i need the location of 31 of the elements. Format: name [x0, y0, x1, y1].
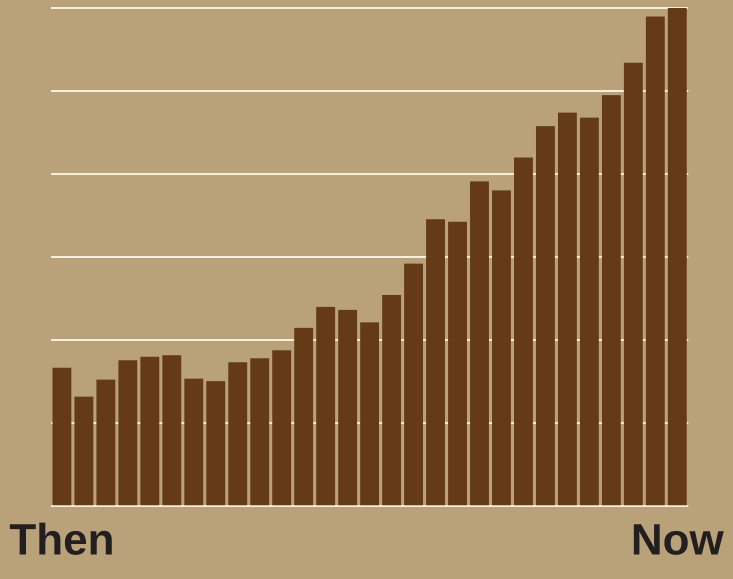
bar — [272, 350, 292, 506]
bar — [250, 358, 270, 506]
bar — [316, 306, 336, 506]
bar — [558, 112, 577, 506]
bar — [646, 16, 665, 506]
x-tick-label: Now — [630, 516, 725, 565]
bar — [580, 118, 599, 506]
x-tick-label: Then — [9, 516, 114, 565]
bar — [184, 378, 204, 506]
bar — [140, 356, 160, 506]
bar — [514, 157, 533, 506]
bar — [492, 190, 511, 506]
bar — [206, 381, 226, 506]
bar — [668, 8, 687, 506]
bar — [74, 396, 94, 506]
bar — [118, 360, 138, 506]
bar — [602, 95, 621, 506]
bar — [624, 62, 643, 506]
bar — [404, 264, 424, 506]
bar — [338, 310, 358, 506]
bar — [536, 126, 555, 506]
bar — [96, 380, 116, 506]
bar — [228, 362, 248, 506]
bar — [382, 294, 402, 506]
bar — [52, 368, 72, 506]
bar — [448, 222, 467, 506]
bar — [162, 355, 182, 506]
bar — [470, 181, 489, 506]
bar — [360, 322, 380, 506]
bar — [426, 219, 445, 506]
bar — [294, 328, 314, 506]
